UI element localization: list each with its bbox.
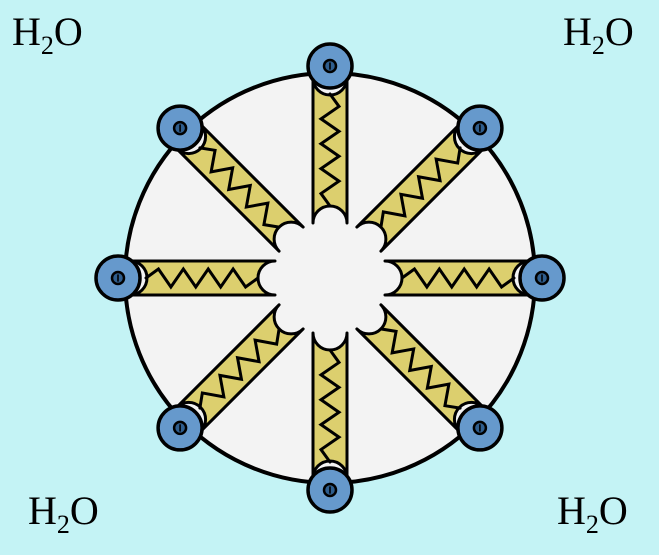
h2o-label-1: H2O bbox=[563, 12, 634, 59]
micelle-diagram: H2O H2O H2O H2O bbox=[0, 0, 659, 555]
h2o-label-2: H2O bbox=[28, 491, 99, 538]
h2o-label-3: H2O bbox=[557, 491, 628, 538]
micelle-svg bbox=[0, 0, 659, 555]
h2o-label-0: H2O bbox=[12, 12, 83, 59]
